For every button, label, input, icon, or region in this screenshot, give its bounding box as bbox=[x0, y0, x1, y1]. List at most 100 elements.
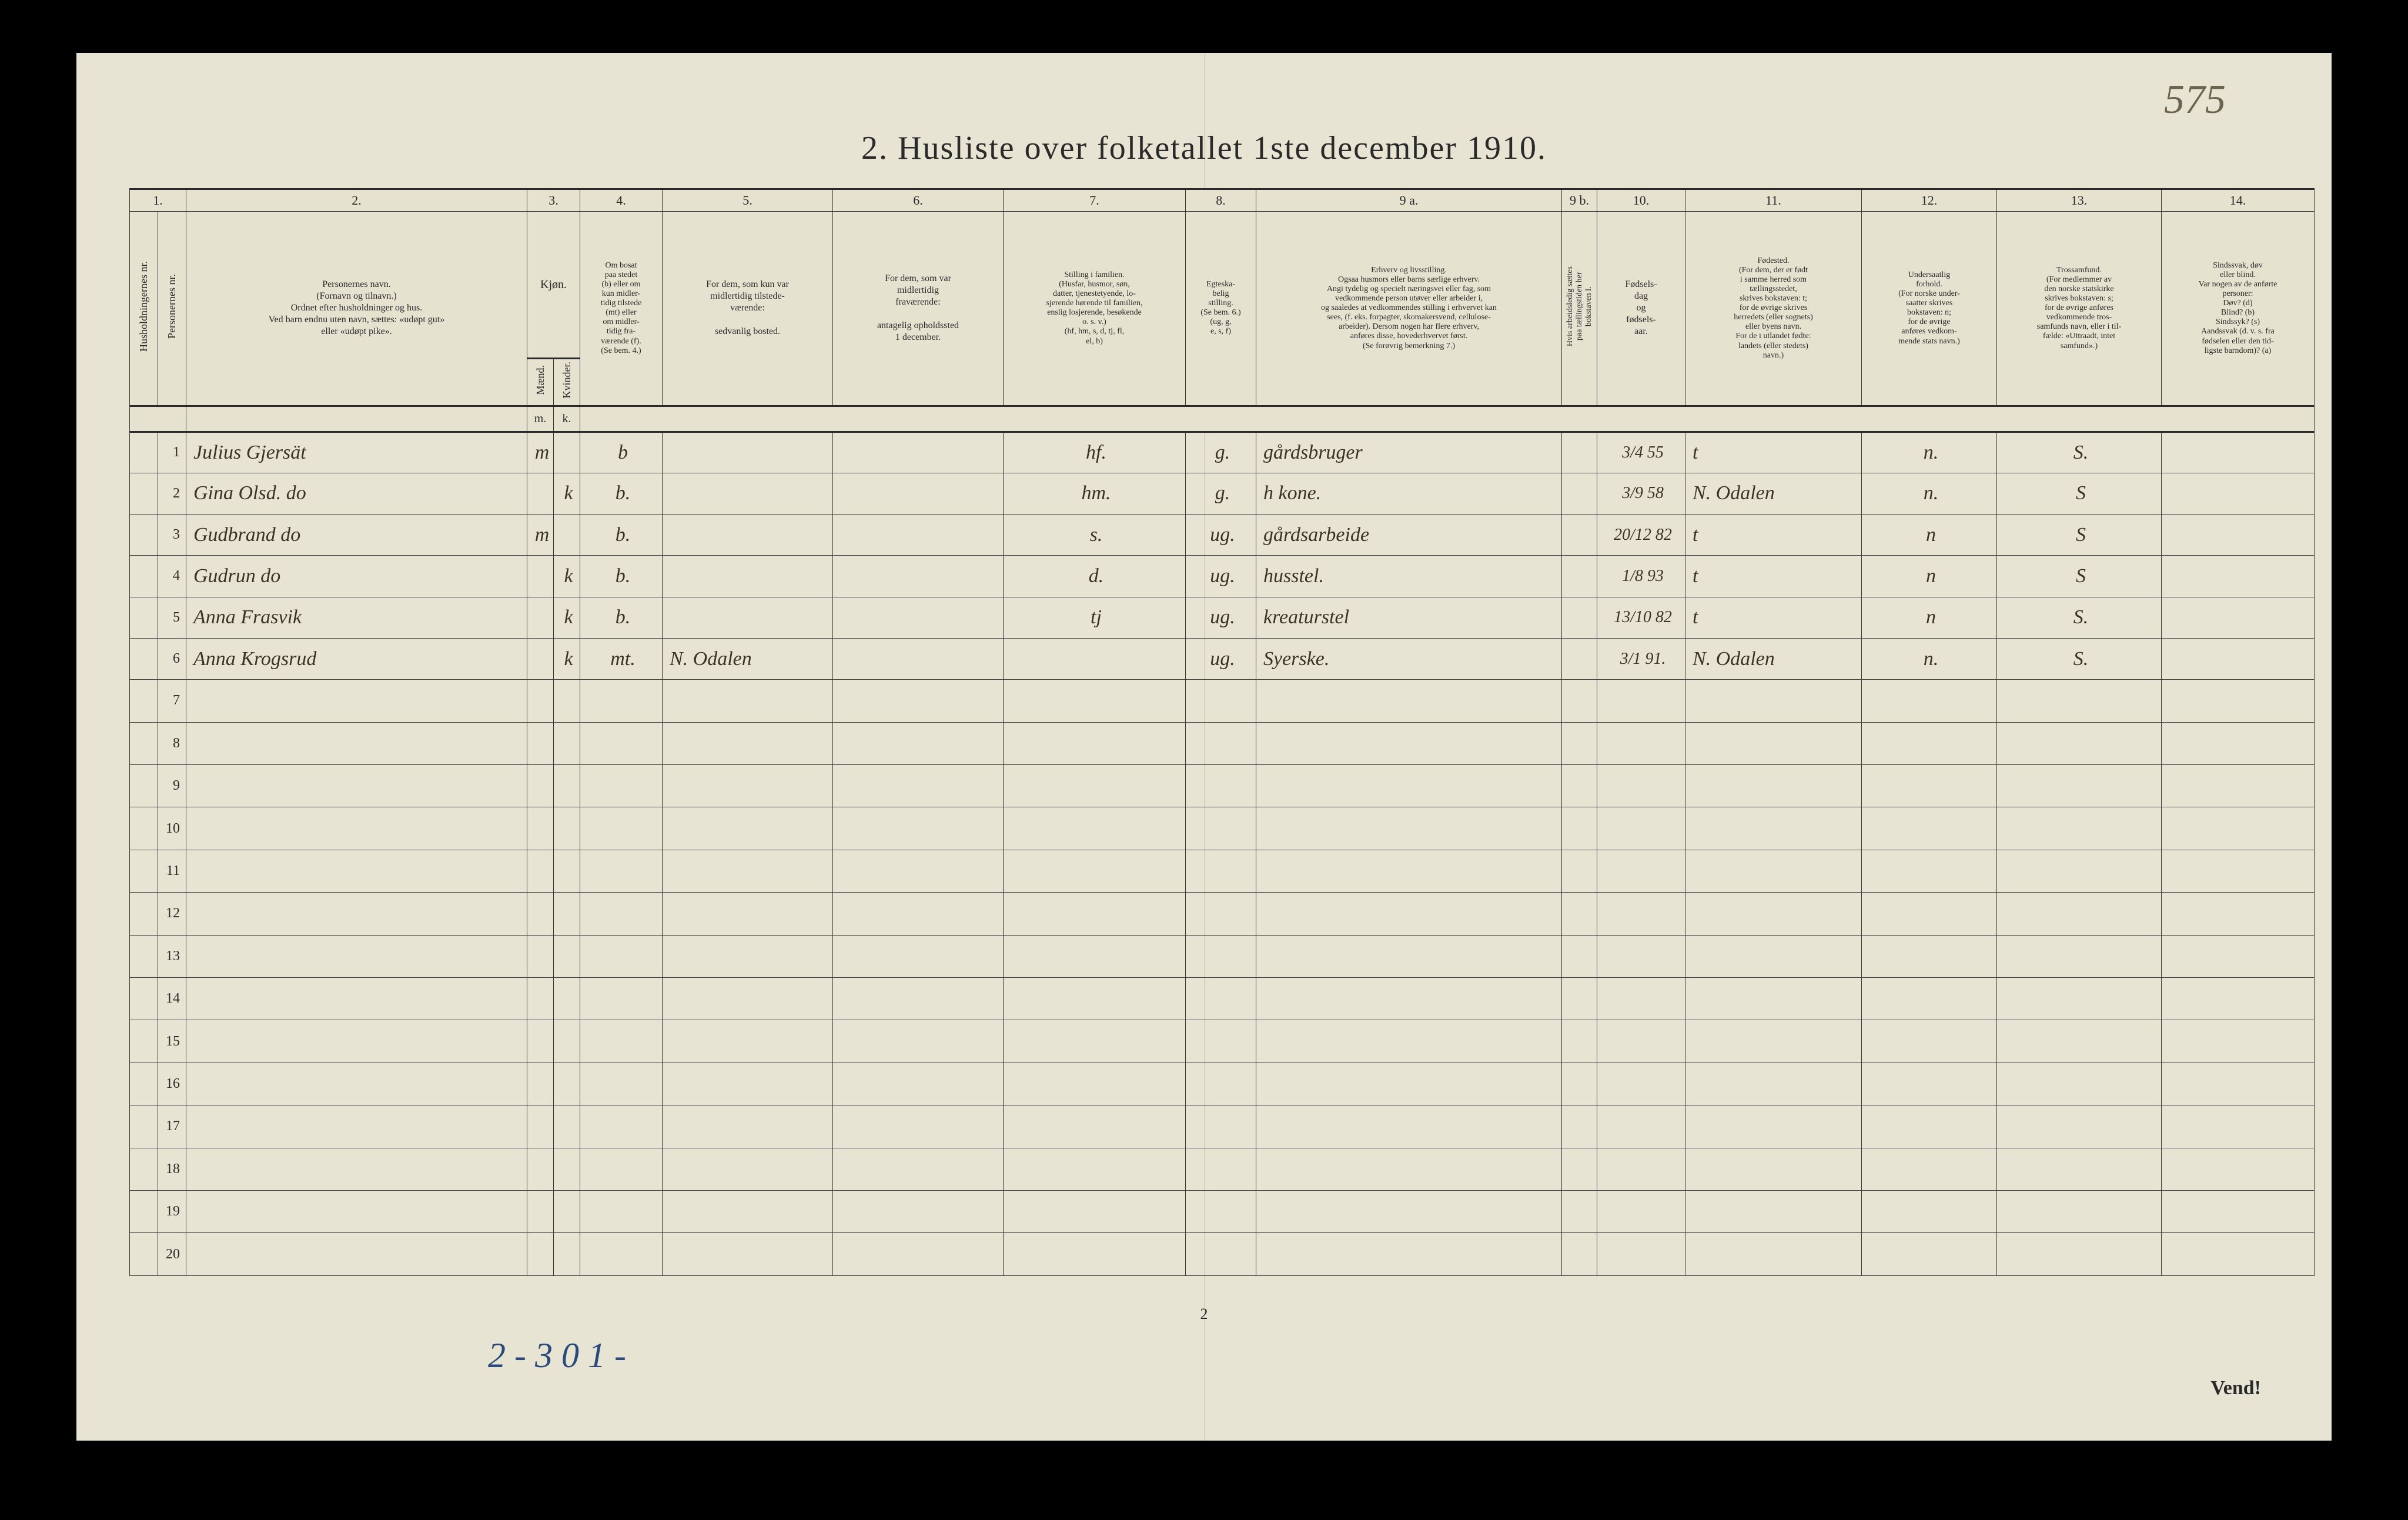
empty-cell bbox=[186, 1063, 527, 1105]
table-row: 3Gudbrand domb.s.ug.gårdsarbeide20/12 82… bbox=[130, 515, 2315, 556]
colnum-8: 8. bbox=[1186, 189, 1256, 212]
cell-residence: b. bbox=[580, 597, 663, 638]
empty-cell bbox=[580, 1063, 663, 1105]
empty-cell bbox=[1004, 850, 1186, 892]
colnum-9a: 9 a. bbox=[1256, 189, 1562, 212]
empty-cell bbox=[1997, 1063, 2162, 1105]
household-num bbox=[130, 1105, 158, 1148]
header-1b: Personernes nr. bbox=[158, 212, 186, 406]
empty-cell bbox=[527, 1233, 554, 1276]
header-3b-label: Kvinder. bbox=[560, 362, 574, 399]
empty-cell bbox=[580, 1148, 663, 1190]
census-table: 1. 2. 3. 4. 5. 6. 7. 8. 9 a. 9 b. 10. 11… bbox=[129, 188, 2315, 1276]
empty-cell bbox=[1597, 1191, 1685, 1233]
cell-unemployed bbox=[1562, 515, 1597, 556]
table-row: 8 bbox=[130, 722, 2315, 764]
empty-cell bbox=[1997, 1105, 2162, 1148]
household-num bbox=[130, 722, 158, 764]
empty-cell bbox=[1997, 935, 2162, 977]
person-num: 18 bbox=[158, 1148, 186, 1190]
empty-cell bbox=[554, 1020, 580, 1063]
cell-sex-m: m bbox=[527, 515, 554, 556]
empty-cell bbox=[1597, 1105, 1685, 1148]
colnum-13: 13. bbox=[1997, 189, 2162, 212]
header-5: For dem, som kun var midlertidig tilsted… bbox=[663, 212, 833, 406]
cell-nationality: n bbox=[1862, 556, 1997, 597]
colnum-14: 14. bbox=[2162, 189, 2315, 212]
empty-cell bbox=[1186, 807, 1256, 850]
cell-name: Gudbrand do bbox=[186, 515, 527, 556]
empty-cell bbox=[1997, 680, 2162, 722]
cell-sex-m bbox=[527, 638, 554, 679]
cell-sex-k bbox=[554, 432, 580, 473]
empty-cell bbox=[1997, 1020, 2162, 1063]
header-1b-label: Personernes nr. bbox=[165, 274, 179, 339]
person-num: 10 bbox=[158, 807, 186, 850]
empty-cell bbox=[1862, 1020, 1997, 1063]
colnum-10: 10. bbox=[1597, 189, 1685, 212]
cell-religion: S bbox=[1997, 515, 2162, 556]
empty-cell bbox=[1256, 1191, 1562, 1233]
empty-cell bbox=[1862, 722, 1997, 764]
header-mk-m: m. bbox=[527, 406, 554, 432]
colnum-5: 5. bbox=[663, 189, 833, 212]
cell-birth: 20/12 82 bbox=[1597, 515, 1685, 556]
cell-name: Gudrun do bbox=[186, 556, 527, 597]
table-row: 12 bbox=[130, 893, 2315, 935]
cell-birth: 3/1 91. bbox=[1597, 638, 1685, 679]
empty-cell bbox=[527, 722, 554, 764]
household-num bbox=[130, 807, 158, 850]
empty-cell bbox=[663, 978, 833, 1020]
empty-cell bbox=[663, 935, 833, 977]
cell-birthplace: N. Odalen bbox=[1685, 638, 1862, 679]
empty-cell bbox=[1597, 1020, 1685, 1063]
empty-cell bbox=[1862, 765, 1997, 807]
empty-cell bbox=[186, 1105, 527, 1148]
empty-cell bbox=[1004, 1148, 1186, 1190]
empty-cell bbox=[580, 765, 663, 807]
column-number-row: 1. 2. 3. 4. 5. 6. 7. 8. 9 a. 9 b. 10. 11… bbox=[130, 189, 2315, 212]
cell-temp-absent bbox=[833, 473, 1004, 514]
empty-cell bbox=[554, 1191, 580, 1233]
empty-cell bbox=[1186, 1148, 1256, 1190]
empty-cell bbox=[554, 893, 580, 935]
empty-cell bbox=[663, 722, 833, 764]
cell-sex-m bbox=[527, 597, 554, 638]
header-4: Om bosat paa stedet (b) eller om kun mid… bbox=[580, 212, 663, 406]
cell-residence: b. bbox=[580, 473, 663, 514]
empty-cell bbox=[1256, 1063, 1562, 1105]
empty-cell bbox=[1004, 1063, 1186, 1105]
empty-cell bbox=[1862, 893, 1997, 935]
empty-cell bbox=[833, 1233, 1004, 1276]
empty-cell bbox=[1597, 680, 1685, 722]
empty-cell bbox=[833, 1063, 1004, 1105]
person-num: 1 bbox=[158, 432, 186, 473]
cell-unemployed bbox=[1562, 432, 1597, 473]
cell-unemployed bbox=[1562, 597, 1597, 638]
empty-cell bbox=[1562, 765, 1597, 807]
empty-cell bbox=[1685, 765, 1862, 807]
cell-unemployed bbox=[1562, 556, 1597, 597]
cell-nationality: n. bbox=[1862, 473, 1997, 514]
handwritten-page-number: 575 bbox=[2164, 76, 2226, 123]
empty-cell bbox=[1186, 1191, 1256, 1233]
empty-cell bbox=[1685, 893, 1862, 935]
empty-cell bbox=[527, 807, 554, 850]
household-num bbox=[130, 765, 158, 807]
colnum-6: 6. bbox=[833, 189, 1004, 212]
empty-cell bbox=[663, 680, 833, 722]
household-num bbox=[130, 1148, 158, 1190]
empty-cell bbox=[1597, 1063, 1685, 1105]
empty-cell bbox=[833, 807, 1004, 850]
table-row: 6Anna Krogsrudkmt.N. Odalenug.Syerske.3/… bbox=[130, 638, 2315, 679]
empty-cell bbox=[1862, 1233, 1997, 1276]
person-num: 14 bbox=[158, 978, 186, 1020]
empty-cell bbox=[833, 722, 1004, 764]
empty-cell bbox=[1256, 1233, 1562, 1276]
colnum-12: 12. bbox=[1862, 189, 1997, 212]
cell-name: Anna Krogsrud bbox=[186, 638, 527, 679]
empty-cell bbox=[1562, 680, 1597, 722]
table-row: 13 bbox=[130, 935, 2315, 977]
empty-cell bbox=[1004, 722, 1186, 764]
cell-name: Julius Gjersät bbox=[186, 432, 527, 473]
